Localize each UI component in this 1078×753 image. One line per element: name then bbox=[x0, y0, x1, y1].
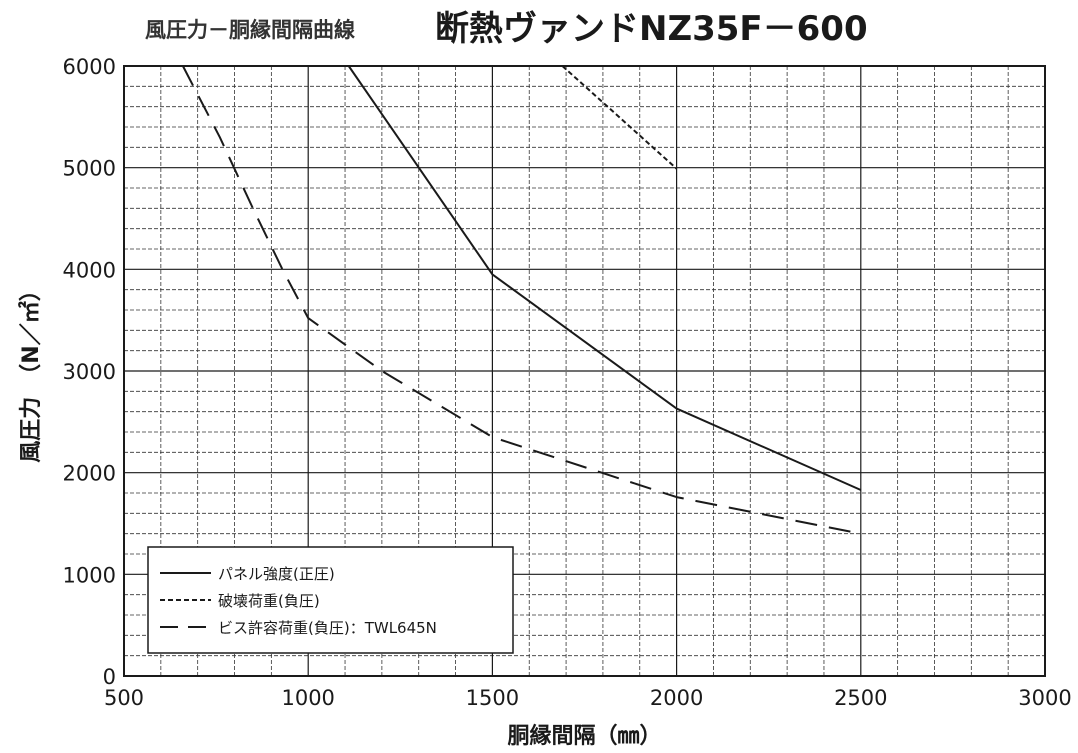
legend-label-2: 破壊荷重(負圧) bbox=[218, 592, 320, 610]
x-tick-label: 2500 bbox=[834, 686, 887, 710]
legend-label-3: ビス許容荷重(負圧)：TWL645N bbox=[218, 619, 437, 637]
x-tick-label: 1000 bbox=[281, 686, 334, 710]
y-tick-label: 4000 bbox=[63, 258, 116, 282]
y-tick-label: 2000 bbox=[63, 462, 116, 486]
legend-label-1: パネル強度(正圧) bbox=[218, 565, 335, 583]
y-tick-label: 0 bbox=[103, 665, 116, 689]
y-axis-label: 風圧力 （N／㎡） bbox=[18, 279, 44, 462]
series-line-2 bbox=[561, 65, 678, 170]
x-tick-label: 3000 bbox=[1018, 686, 1071, 710]
x-tick-labels: 500 1000 1500 2000 2500 3000 bbox=[104, 686, 1072, 710]
y-tick-label: 3000 bbox=[63, 360, 116, 384]
y-tick-label: 5000 bbox=[63, 157, 116, 181]
x-axis-label: 胴縁間隔（㎜） bbox=[507, 723, 661, 749]
chart-subtitle: 風圧力－胴縁間隔曲線 bbox=[145, 18, 355, 42]
plot-frame bbox=[123, 65, 1046, 677]
legend: パネル強度(正圧) 破壊荷重(負圧) ビス許容荷重(負圧)：TWL645N bbox=[147, 546, 514, 654]
x-tick-label: 1500 bbox=[466, 686, 519, 710]
x-tick-label: 500 bbox=[104, 686, 144, 710]
series-layer bbox=[182, 65, 862, 535]
chart-title: 断熱ヴァンドNZ35F－600 bbox=[435, 9, 868, 49]
y-tick-label: 6000 bbox=[63, 55, 116, 79]
series-line-1 bbox=[347, 65, 862, 491]
y-tick-label: 1000 bbox=[63, 563, 116, 587]
series-line-3 bbox=[182, 65, 861, 535]
y-tick-labels: 0 1000 2000 3000 4000 5000 6000 bbox=[63, 55, 116, 689]
x-tick-label: 2000 bbox=[650, 686, 703, 710]
